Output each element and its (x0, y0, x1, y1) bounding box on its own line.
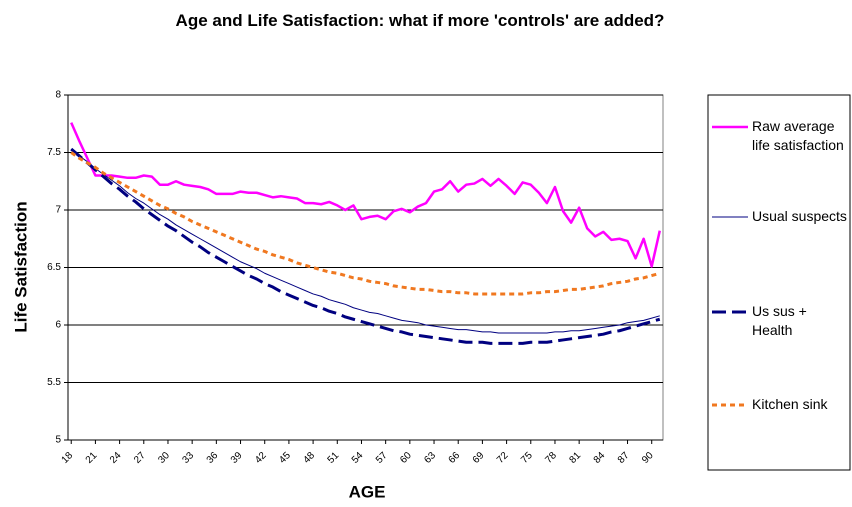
x-tick-label: 69 (471, 450, 487, 466)
x-tick-label: 33 (181, 450, 197, 466)
x-tick-label: 21 (84, 450, 100, 466)
x-tick-label: 84 (592, 450, 608, 466)
x-tick-label: 81 (567, 450, 583, 466)
y-axis-title: Life Satisfaction (11, 201, 30, 332)
x-tick-label: 63 (422, 450, 438, 466)
x-tick-label: 72 (495, 450, 511, 466)
series-line (70, 148, 660, 334)
x-tick-label: 78 (543, 450, 559, 466)
legend-label: Us sus + Health (752, 303, 807, 338)
x-tick-label: 45 (277, 450, 293, 466)
x-tick-label: 27 (132, 450, 148, 466)
x-tick-label: 39 (229, 450, 245, 466)
y-tick-label: 6.5 (47, 262, 61, 273)
x-tick-label: 18 (60, 450, 76, 466)
x-tick-label: 66 (447, 450, 463, 466)
y-tick-label: 6 (55, 320, 61, 331)
legend-box (707, 94, 851, 471)
y-tick-label: 7 (55, 205, 61, 216)
x-tick-label: 60 (398, 450, 414, 466)
y-tick-label: 5 (55, 435, 61, 446)
x-tick-label: 75 (519, 450, 535, 466)
x-tick-label: 24 (108, 450, 124, 466)
legend-label: Usual suspects (752, 208, 847, 224)
x-tick-label: 36 (205, 450, 221, 466)
x-tick-label: 51 (326, 450, 342, 466)
y-tick-label: 7.5 (47, 147, 61, 158)
chart-title: Age and Life Satisfaction: what if more … (176, 11, 665, 30)
legend-label: Raw average life satisfaction (752, 118, 844, 153)
x-tick-label: 48 (301, 450, 317, 466)
x-tick-label: 42 (253, 450, 269, 466)
y-tick-label: 5.5 (47, 377, 61, 388)
x-tick-label: 54 (350, 450, 366, 466)
x-axis-title: AGE (349, 482, 386, 501)
x-tick-label: 57 (374, 450, 390, 466)
x-tick-label: 30 (156, 450, 172, 466)
y-tick-label: 8 (55, 90, 61, 101)
x-tick-label: 90 (640, 450, 656, 466)
x-tick-label: 87 (616, 450, 632, 466)
series-line (70, 122, 661, 268)
series-line (70, 147, 661, 345)
legend-label: Kitchen sink (752, 396, 828, 412)
